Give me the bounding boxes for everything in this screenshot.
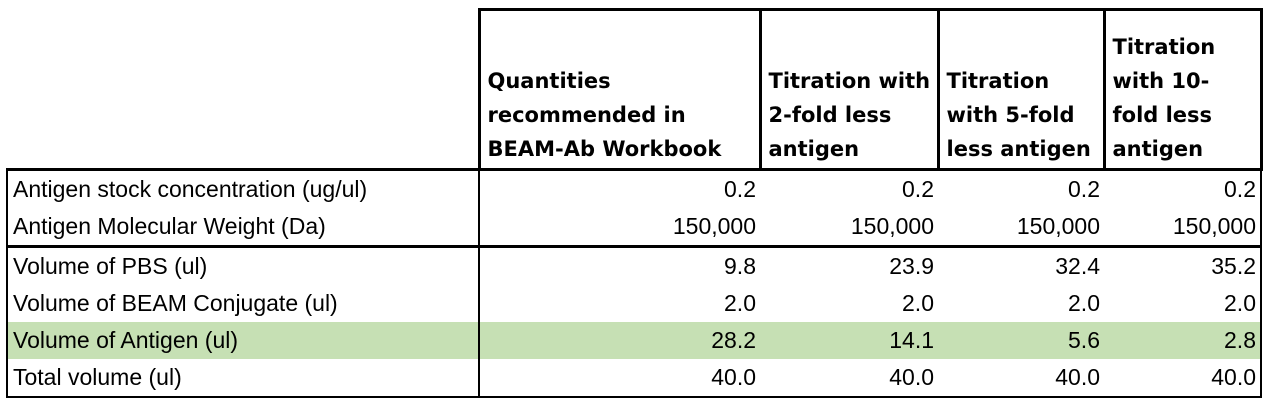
cell-value[interactable]: 0.2 <box>1068 176 1100 202</box>
antigen-titration-table: Quantities recommended in BEAM-Ab Workbo… <box>6 8 1263 398</box>
cell-value[interactable]: 40.0 <box>938 359 1104 398</box>
table-row: Volume of PBS (ul) 9.8 23.9 32.4 35.2 <box>6 245 1262 285</box>
cell-value[interactable]: 40.0 <box>1104 359 1262 398</box>
cell-value[interactable]: 150,000 <box>1104 208 1262 247</box>
row-label[interactable]: Volume of Antigen (ul) <box>6 322 480 359</box>
cell-value[interactable]: 150,000 <box>850 213 934 239</box>
cell-value[interactable]: 40.0 <box>760 359 938 398</box>
header-cell-recommended[interactable]: Quantities recommended in BEAM-Ab Workbo… <box>477 8 762 171</box>
cell-value[interactable]: 0.2 <box>724 176 756 202</box>
cell-value[interactable]: 150,000 <box>672 213 756 239</box>
cell-value[interactable]: 35.2 <box>1104 245 1262 285</box>
row-label[interactable]: Antigen Molecular Weight (Da) <box>6 208 480 247</box>
header-cell-blank <box>7 9 479 171</box>
header-cell-10fold[interactable]: Titration with 10-fold less antigen <box>1102 8 1263 171</box>
cell-value[interactable]: 28.2 <box>479 322 760 359</box>
cell-value[interactable]: 2.0 <box>1104 285 1262 322</box>
table-row: Antigen stock concentration (ug/ul) 0.2 … <box>6 169 1262 208</box>
cell-value[interactable]: 0.2 <box>902 176 934 202</box>
header-cell-2fold[interactable]: Titration with 2-fold less antigen <box>758 8 940 171</box>
cell-value[interactable]: 150,000 <box>1016 213 1100 239</box>
cell-value[interactable]: 0.2 <box>1104 169 1262 208</box>
table-row-highlighted: Volume of Antigen (ul) 28.2 14.1 5.6 2.8 <box>6 322 1262 359</box>
cell-value[interactable]: 2.0 <box>902 290 934 316</box>
cell-value[interactable]: 23.9 <box>760 245 938 285</box>
header-cell-5fold[interactable]: Titration with 5-fold less antigen <box>936 8 1106 171</box>
cell-value[interactable]: 2.8 <box>1104 322 1262 359</box>
table-row: Total volume (ul) 40.0 40.0 40.0 40.0 <box>6 359 1262 398</box>
row-label[interactable]: Volume of BEAM Conjugate (ul) <box>6 285 480 322</box>
table-row: Antigen Molecular Weight (Da) 150,000 15… <box>6 208 1262 247</box>
cell-value[interactable]: 5.6 <box>938 322 1104 359</box>
row-label[interactable]: Volume of PBS (ul) <box>6 245 480 285</box>
cell-value[interactable]: 40.0 <box>479 359 760 398</box>
row-label[interactable]: Antigen stock concentration (ug/ul) <box>6 169 480 208</box>
table-row: Volume of BEAM Conjugate (ul) 2.0 2.0 2.… <box>6 285 1262 322</box>
cell-value[interactable]: 14.1 <box>760 322 938 359</box>
cell-value[interactable]: 2.0 <box>724 290 756 316</box>
header-row: Quantities recommended in BEAM-Ab Workbo… <box>7 8 1263 171</box>
cell-value[interactable]: 9.8 <box>479 245 760 285</box>
cell-value[interactable]: 2.0 <box>1068 290 1100 316</box>
cell-value[interactable]: 32.4 <box>938 245 1104 285</box>
row-label[interactable]: Total volume (ul) <box>6 359 480 398</box>
